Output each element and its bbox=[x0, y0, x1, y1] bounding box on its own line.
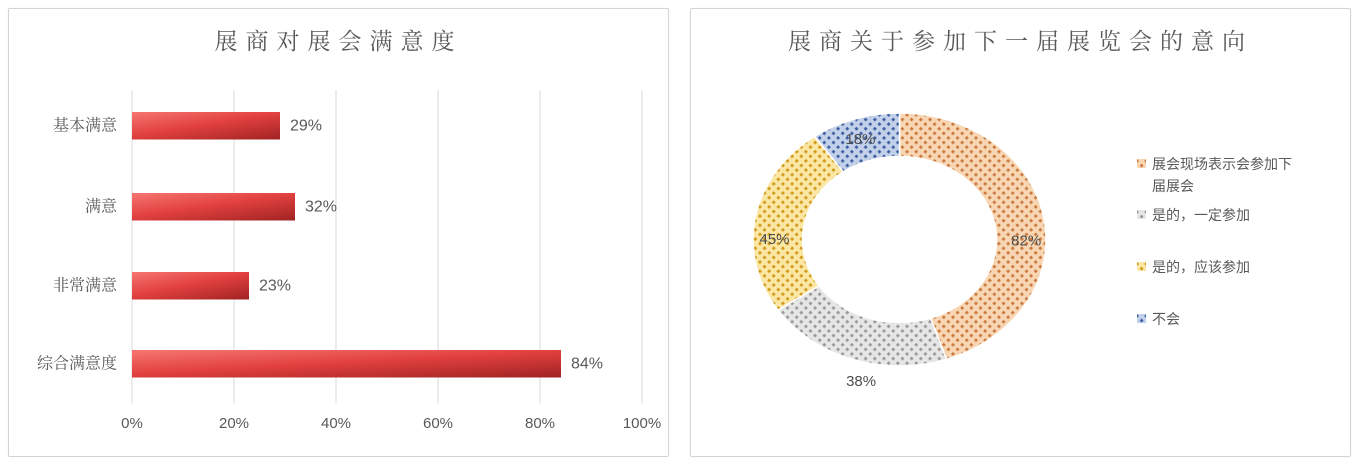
svg-text:40%: 40% bbox=[321, 415, 351, 432]
svg-text:82%: 82% bbox=[1011, 233, 1041, 250]
svg-text:38%: 38% bbox=[846, 373, 876, 390]
svg-text:80%: 80% bbox=[525, 415, 555, 432]
svg-text:20%: 20% bbox=[219, 415, 249, 432]
svg-text:18%: 18% bbox=[845, 131, 875, 148]
svg-text:32%: 32% bbox=[305, 199, 337, 216]
svg-text:基本满意: 基本满意 bbox=[53, 117, 117, 135]
svg-text:100%: 100% bbox=[623, 415, 661, 432]
svg-text:84%: 84% bbox=[571, 356, 603, 373]
svg-text:60%: 60% bbox=[423, 415, 453, 432]
svg-text:满意: 满意 bbox=[85, 198, 117, 216]
svg-text:非常满意: 非常满意 bbox=[53, 277, 117, 295]
svg-text:综合满意度: 综合满意度 bbox=[37, 355, 117, 373]
svg-text:29%: 29% bbox=[290, 118, 322, 135]
svg-text:23%: 23% bbox=[259, 278, 291, 295]
svg-text:0%: 0% bbox=[121, 415, 143, 432]
svg-text:45%: 45% bbox=[759, 231, 789, 248]
